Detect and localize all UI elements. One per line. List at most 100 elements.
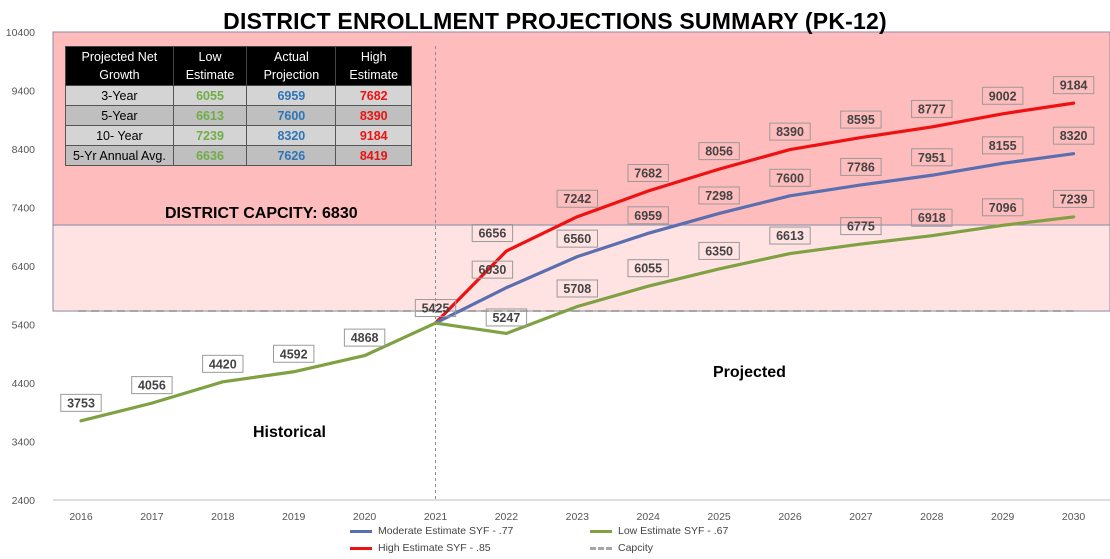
y-axis: 10400 9400 8400 7400 6400 5400 4400 3400 2400 xyxy=(6,27,1110,507)
data-label-box xyxy=(840,157,882,176)
data-label-box xyxy=(1052,76,1095,95)
data-label: 9184 xyxy=(1060,79,1088,93)
header-low: Low Estimate xyxy=(172,46,248,86)
y-tick-label: 4400 xyxy=(12,378,36,390)
data-label: 5247 xyxy=(492,311,520,325)
data-label-box xyxy=(131,376,173,395)
data-label: 8595 xyxy=(847,113,875,127)
data-label: 6350 xyxy=(705,244,733,258)
data-label-box xyxy=(627,206,669,225)
capacity-label: DISTRICT CAPCITY: 6830 xyxy=(165,205,358,222)
table-row: 5-Year 6613 7600 8390 xyxy=(65,105,412,126)
low-value: 6055 xyxy=(172,85,248,106)
data-label-box xyxy=(202,354,244,373)
actual-value: 7600 xyxy=(246,105,337,126)
row-label: 3-Year xyxy=(65,85,174,106)
x-tick-label: 2030 xyxy=(1062,511,1086,523)
x-tick-label: 2022 xyxy=(495,511,519,523)
x-tick-label: 2021 xyxy=(424,511,448,523)
high-value: 8390 xyxy=(335,105,412,126)
legend-item-capacity: Capcity xyxy=(590,542,653,554)
y-tick-label: 6400 xyxy=(12,261,36,273)
data-label: 4420 xyxy=(209,357,237,371)
data-label: 9002 xyxy=(989,89,1017,103)
data-label: 6560 xyxy=(563,232,591,246)
x-tick-label: 2023 xyxy=(566,511,590,523)
series-line-moderate xyxy=(433,152,1076,325)
data-label-box xyxy=(982,86,1024,105)
x-tick-label: 2025 xyxy=(707,511,731,523)
x-tick-label: 2017 xyxy=(140,511,164,523)
data-label-box xyxy=(1052,126,1095,145)
table-row: 3-Year 6055 6959 7682 xyxy=(65,85,412,106)
data-label-box xyxy=(556,279,598,298)
legend-label: High Estimate SYF - .85 xyxy=(378,542,491,554)
data-label: 3753 xyxy=(67,396,95,410)
low-value: 6613 xyxy=(172,105,248,126)
y-tick-label: 8400 xyxy=(12,144,36,156)
data-label: 7600 xyxy=(776,171,804,185)
table-row: 10- Year 7239 8320 9184 xyxy=(65,125,412,146)
x-tick-label: 2028 xyxy=(920,511,944,523)
data-label: 6918 xyxy=(918,211,946,225)
data-label: 7242 xyxy=(563,192,591,206)
data-label: 6613 xyxy=(776,229,804,243)
data-label-box xyxy=(698,241,740,260)
data-label: 8155 xyxy=(989,139,1017,153)
x-tick-label: 2018 xyxy=(211,511,235,523)
legend-swatch xyxy=(350,529,372,533)
legend-swatch xyxy=(590,546,612,550)
data-label: 7239 xyxy=(1060,192,1088,206)
data-label-box xyxy=(556,229,598,248)
capacity-bands xyxy=(52,31,1110,312)
high-value: 9184 xyxy=(335,125,412,146)
x-tick-label: 2027 xyxy=(849,511,873,523)
y-tick-label: 7400 xyxy=(12,203,36,215)
low-value: 7239 xyxy=(172,125,248,146)
data-label-box xyxy=(698,142,740,161)
legend-swatch xyxy=(590,529,612,533)
high-value: 8419 xyxy=(335,145,412,166)
data-label-box xyxy=(343,328,386,347)
data-label: 4868 xyxy=(351,331,379,345)
data-label: 8320 xyxy=(1060,129,1088,143)
data-label-box xyxy=(769,168,811,187)
data-label: 7298 xyxy=(705,189,733,203)
x-tick-label: 2020 xyxy=(353,511,377,523)
data-label: 7682 xyxy=(634,167,662,181)
low-value: 6636 xyxy=(172,145,248,166)
row-label: 5-Year xyxy=(65,105,174,126)
x-tick-label: 2029 xyxy=(991,511,1015,523)
row-label: 5-Yr Annual Avg. xyxy=(65,145,174,166)
y-tick-label: 10400 xyxy=(6,27,35,39)
x-axis: 2016 2017 2018 2019 2020 2021 2022 2023 2024 2025… xyxy=(69,511,1085,523)
data-label-box xyxy=(911,148,953,167)
data-label: 7786 xyxy=(847,160,875,174)
chart-title: DISTRICT ENROLLMENT PROJECTIONS SUMMARY … xyxy=(223,8,887,34)
y-tick-label: 9400 xyxy=(12,86,36,98)
data-label: 6055 xyxy=(634,262,662,276)
data-label: 5708 xyxy=(563,282,591,296)
x-tick-label: 2026 xyxy=(778,511,802,523)
projected-label: Projected xyxy=(713,364,786,381)
data-label-box xyxy=(840,110,882,129)
legend-item-low: Low Estimate SYF - .67 xyxy=(590,525,728,537)
legend-label: Low Estimate SYF - .67 xyxy=(618,525,729,537)
data-label-box xyxy=(911,99,953,118)
header-high: High Estimate xyxy=(335,46,412,86)
data-label-box xyxy=(911,208,953,227)
header-actual: Actual Projection xyxy=(246,46,337,86)
data-label: 7951 xyxy=(918,151,946,165)
data-label: 6030 xyxy=(478,263,506,277)
legend-item-high: High Estimate SYF - .85 xyxy=(350,542,491,554)
data-label: 8056 xyxy=(705,145,733,159)
data-label-box xyxy=(471,260,514,279)
header-net-growth: Projected Net Growth xyxy=(65,46,174,86)
series-lines xyxy=(78,101,1076,423)
data-label-box xyxy=(698,186,740,205)
historical-label: Historical xyxy=(253,424,326,441)
data-label-box xyxy=(414,299,457,318)
data-label-box xyxy=(273,344,315,363)
data-label-box xyxy=(1052,189,1095,208)
